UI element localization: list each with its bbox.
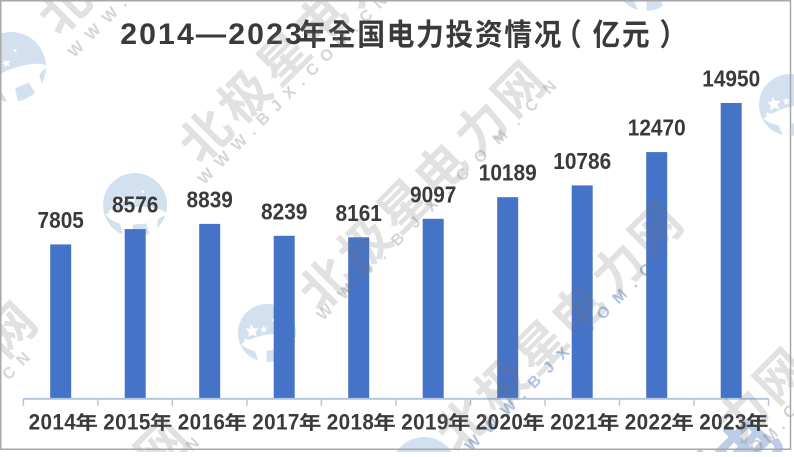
- svg-text:2021: 2021: [550, 410, 598, 435]
- svg-text:2015: 2015: [103, 410, 151, 435]
- svg-text:2016: 2016: [178, 410, 226, 435]
- svg-text:2014: 2014: [29, 410, 77, 435]
- svg-text:8839: 8839: [187, 186, 233, 212]
- svg-text:10189: 10189: [479, 160, 537, 186]
- svg-text:2014—2023: 2014—2023: [120, 18, 304, 51]
- svg-text:10786: 10786: [553, 148, 611, 174]
- svg-text:2017: 2017: [252, 410, 300, 435]
- svg-text:2022: 2022: [625, 410, 673, 435]
- svg-text:2019: 2019: [401, 410, 449, 435]
- svg-text:2020: 2020: [476, 410, 524, 435]
- svg-text:14950: 14950: [702, 65, 760, 91]
- svg-text:8161: 8161: [336, 200, 382, 226]
- svg-text:2023: 2023: [699, 410, 747, 435]
- svg-text:7805: 7805: [38, 207, 84, 233]
- svg-text:2018: 2018: [327, 410, 375, 435]
- svg-text:8239: 8239: [261, 198, 307, 224]
- svg-text:12470: 12470: [628, 114, 686, 140]
- svg-text:8576: 8576: [112, 191, 158, 217]
- svg-text:9097: 9097: [410, 181, 456, 207]
